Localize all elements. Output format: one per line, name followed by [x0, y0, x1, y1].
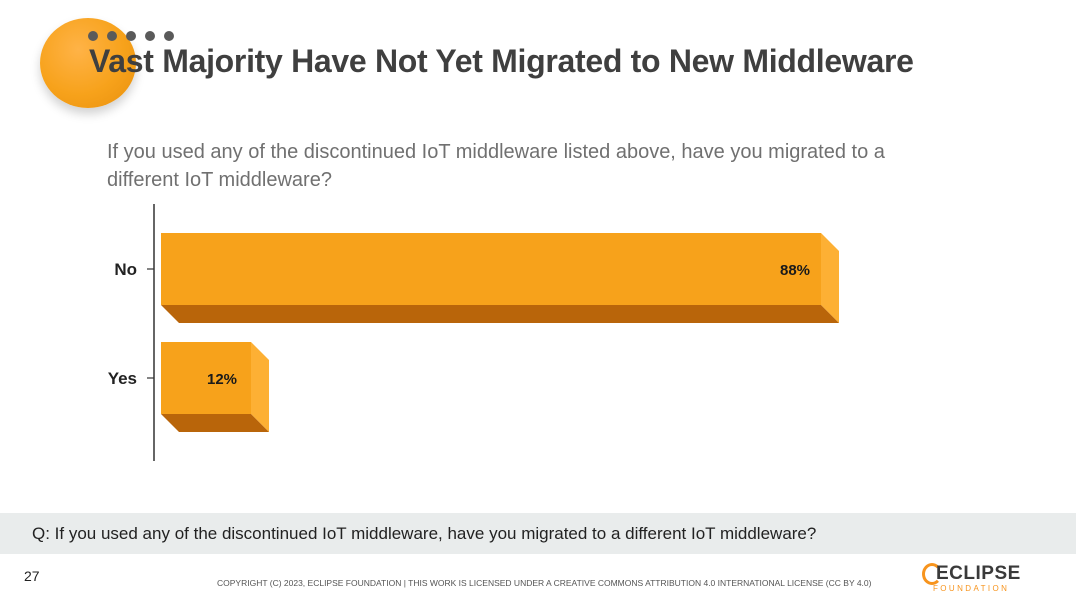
logo-subtitle: FOUNDATION: [933, 584, 1010, 593]
dot: [126, 31, 136, 41]
slide-title: Vast Majority Have Not Yet Migrated to N…: [89, 43, 914, 79]
page-number: 27: [24, 568, 40, 584]
eclipse-foundation-logo: ECLIPSE FOUNDATION: [922, 562, 1032, 596]
data-label: 88%: [780, 262, 810, 279]
category-label: No: [114, 260, 137, 279]
copyright-notice: COPYRIGHT (C) 2023, ECLIPSE FOUNDATION |…: [217, 578, 872, 588]
chart-question: If you used any of the discontinued IoT …: [107, 141, 885, 191]
bar: [161, 342, 251, 414]
logo-wordmark: ECLIPSE: [936, 563, 1021, 584]
decorative-dots: [88, 31, 174, 41]
dot: [164, 31, 174, 41]
footer-question-band: Q: If you used any of the discontinued I…: [0, 513, 1076, 554]
category-label: Yes: [108, 369, 137, 388]
bar-bottom-face: [161, 305, 839, 323]
dot: [107, 31, 117, 41]
dot: [145, 31, 155, 41]
dot: [88, 31, 98, 41]
logo-arc-icon: [922, 563, 942, 585]
footer-question: Q: If you used any of the discontinued I…: [32, 523, 817, 543]
bar-bottom-face: [161, 414, 269, 432]
data-label: 12%: [207, 371, 237, 388]
bar: [161, 233, 821, 305]
